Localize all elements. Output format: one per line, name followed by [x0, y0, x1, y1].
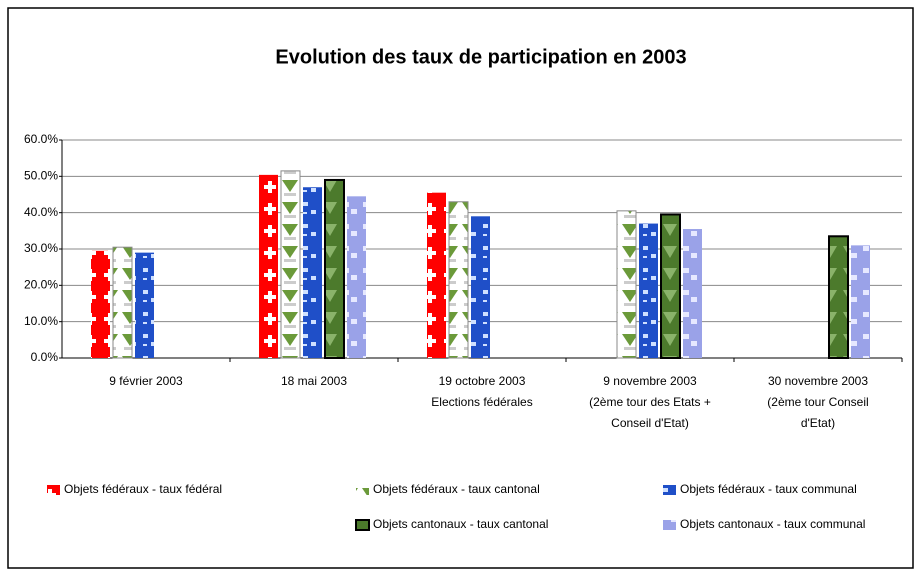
bar	[660, 213, 681, 359]
legend-label: Objets cantonaux - taux cantonal	[373, 517, 548, 531]
x-tick-label: (2ème tour des Etats +	[589, 395, 711, 409]
bar	[448, 201, 469, 359]
legend-swatch	[663, 485, 676, 495]
y-tick-label: 10.0%	[24, 314, 58, 328]
legend-label: Objets cantonaux - taux communal	[680, 517, 865, 531]
bar	[471, 216, 490, 358]
legend-swatch	[47, 485, 60, 495]
legend-label: Objets fédéraux - taux communal	[680, 482, 857, 496]
bar	[259, 174, 278, 358]
bar	[828, 235, 849, 360]
legend-swatch	[356, 485, 369, 495]
x-tick-label: Conseil d'Etat)	[611, 416, 689, 430]
y-tick-label: 20.0%	[24, 278, 58, 292]
legend-swatch	[663, 520, 676, 530]
y-tick-label: 30.0%	[24, 241, 58, 255]
y-tick-label: 60.0%	[24, 132, 58, 146]
legend-swatch	[355, 519, 370, 531]
y-tick-label: 40.0%	[24, 205, 58, 219]
bar	[427, 192, 446, 358]
x-tick-label: 9 février 2003	[109, 374, 183, 388]
x-tick-label: 9 novembre 2003	[603, 374, 697, 388]
bar	[347, 196, 366, 358]
bar	[851, 245, 870, 358]
bar	[280, 170, 301, 359]
legend-label: Objets fédéraux - taux cantonal	[373, 482, 540, 496]
bar	[324, 178, 345, 359]
x-tick-label: 19 octobre 2003	[439, 374, 526, 388]
y-tick-label: 50.0%	[24, 169, 58, 183]
bar	[135, 252, 154, 358]
x-tick-label: d'Etat)	[801, 416, 835, 430]
x-tick-label: 18 mai 2003	[281, 374, 347, 388]
bar	[112, 246, 133, 359]
bar	[91, 250, 110, 358]
legend-label: Objets fédéraux - taux fédéral	[64, 482, 222, 496]
y-tick-label: 0.0%	[31, 350, 59, 364]
x-tick-label: Elections fédérales	[431, 395, 532, 409]
bar	[639, 223, 658, 358]
bar	[303, 187, 322, 358]
bar	[683, 229, 702, 358]
x-tick-label: 30 novembre 2003	[768, 374, 868, 388]
bar	[616, 210, 637, 359]
x-tick-label: (2ème tour Conseil	[767, 395, 868, 409]
chart-title: Evolution des taux de participation en 2…	[275, 46, 686, 68]
